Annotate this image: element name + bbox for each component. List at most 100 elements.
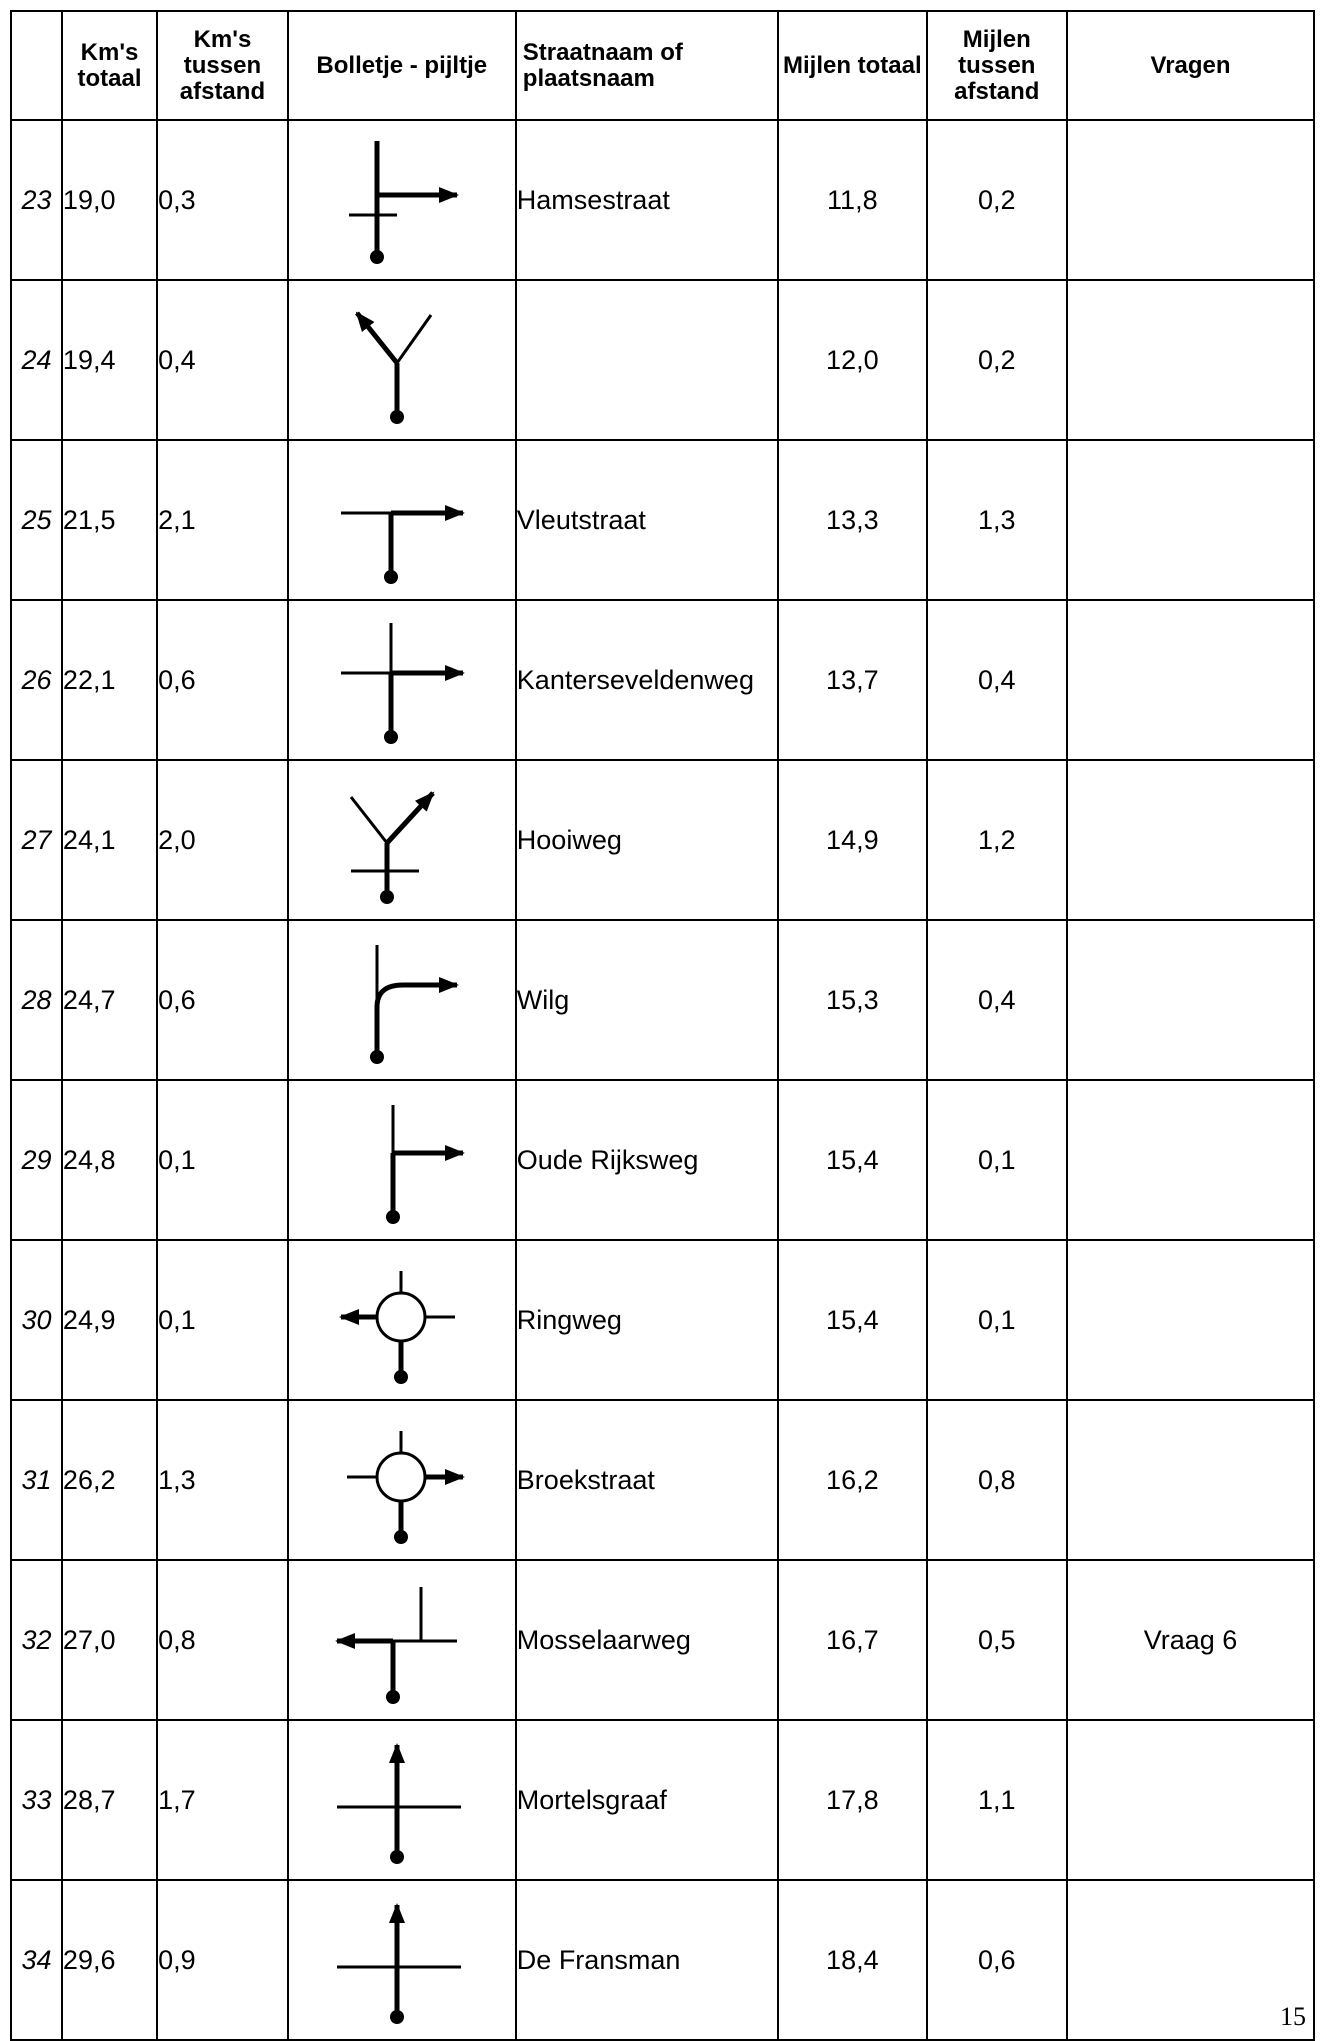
table-row: 33 28,7 1,7 Mortelsgraaf 17,8 1,1 — [10, 1719, 1315, 1881]
symbol-cell — [286, 1879, 517, 2041]
question-cell — [1066, 599, 1315, 761]
question-cell — [1066, 119, 1315, 281]
symbol-cell — [286, 119, 517, 281]
street-name-cell: Oude Rijksweg — [514, 1079, 780, 1241]
street-name-cell: De Fransman — [514, 1879, 780, 2041]
question-cell — [1066, 1399, 1315, 1561]
mi-between-cell: 1,1 — [925, 1719, 1069, 1881]
roundabout-right-icon — [346, 1431, 465, 1544]
symbol-cell — [286, 1719, 517, 1881]
km-between-cell: 0,8 — [156, 1559, 289, 1721]
question-cell — [1066, 1719, 1315, 1881]
header-row: Km's totaal Km's tussen afstand Bolletje… — [10, 10, 1315, 121]
question-cell — [1066, 439, 1315, 601]
mi-between-cell: 0,2 — [925, 119, 1069, 281]
fork-right-crossing-icon — [349, 791, 435, 904]
symbol-cell — [286, 439, 517, 601]
question-cell — [1066, 1879, 1315, 2041]
km-between-cell: 0,1 — [156, 1079, 289, 1241]
km-total-cell: 28,7 — [60, 1719, 159, 1881]
street-name-cell: Broekstraat — [514, 1399, 780, 1561]
km-total-cell: 21,5 — [60, 439, 159, 601]
junction-right-crossing-icon — [348, 141, 459, 264]
staggered-left-icon — [334, 1587, 457, 1704]
symbol-cell — [286, 279, 517, 441]
street-name-cell: Mortelsgraaf — [514, 1719, 780, 1881]
table-row: 28 24,7 0,6 Wilg 15,3 0,4 — [10, 919, 1315, 1081]
row-number-cell: 24 — [10, 279, 63, 441]
km-between-cell: 0,3 — [156, 119, 289, 281]
street-name-cell — [514, 279, 780, 441]
header-questions: Vragen — [1066, 10, 1315, 121]
mi-between-cell: 1,3 — [925, 439, 1069, 601]
mi-total-cell: 17,8 — [777, 1719, 928, 1881]
km-total-cell: 19,0 — [60, 119, 159, 281]
table-row: 31 26,2 1,3 Broekstraat 16,2 0,8 — [10, 1399, 1315, 1561]
km-between-cell: 0,4 — [156, 279, 289, 441]
km-total-cell: 19,4 — [60, 279, 159, 441]
row-number-cell: 32 — [10, 1559, 63, 1721]
fork-left-icon — [354, 311, 432, 424]
header-street: Straatnaam of plaatsnaam — [514, 10, 780, 121]
curve-right-icon — [369, 945, 459, 1064]
row-number-cell: 28 — [10, 919, 63, 1081]
mi-between-cell: 0,1 — [925, 1239, 1069, 1401]
street-name-cell: Vleutstraat — [514, 439, 780, 601]
km-total-cell: 29,6 — [60, 1879, 159, 2041]
mi-between-cell: 0,6 — [925, 1879, 1069, 2041]
straight-crossroads-icon — [336, 1903, 461, 2024]
mi-total-cell: 13,3 — [777, 439, 928, 601]
table-row: 32 27,0 0,8 Mosselaarweg 16,7 0,5 Vraag 6 — [10, 1559, 1315, 1721]
row-number-cell: 25 — [10, 439, 63, 601]
km-between-cell: 1,3 — [156, 1399, 289, 1561]
mi-between-cell: 0,4 — [925, 599, 1069, 761]
header-mi-total: Mijlen totaal — [777, 10, 928, 121]
symbol-cell — [286, 1399, 517, 1561]
mi-total-cell: 16,7 — [777, 1559, 928, 1721]
km-between-cell: 0,6 — [156, 919, 289, 1081]
mi-between-cell: 0,1 — [925, 1079, 1069, 1241]
roundabout-left-icon — [338, 1271, 455, 1384]
mi-between-cell: 0,2 — [925, 279, 1069, 441]
symbol-cell — [286, 599, 517, 761]
mi-total-cell: 13,7 — [777, 599, 928, 761]
mi-total-cell: 12,0 — [777, 279, 928, 441]
question-cell — [1066, 759, 1315, 921]
symbol-cell — [286, 759, 517, 921]
km-total-cell: 24,8 — [60, 1079, 159, 1241]
row-number-cell: 33 — [10, 1719, 63, 1881]
table-row: 27 24,1 2,0 Hooiweg 14,9 1,2 — [10, 759, 1315, 921]
street-name-cell: Hooiweg — [514, 759, 780, 921]
km-total-cell: 24,9 — [60, 1239, 159, 1401]
km-total-cell: 27,0 — [60, 1559, 159, 1721]
km-total-cell: 26,2 — [60, 1399, 159, 1561]
mi-total-cell: 16,2 — [777, 1399, 928, 1561]
table-row: 30 24,9 0,1 Ringweg 15,4 0,1 — [10, 1239, 1315, 1401]
km-between-cell: 2,1 — [156, 439, 289, 601]
mi-total-cell: 15,4 — [777, 1079, 928, 1241]
header-symbol: Bolletje - pijltje — [286, 10, 517, 121]
mi-total-cell: 18,4 — [777, 1879, 928, 2041]
symbol-cell — [286, 1239, 517, 1401]
table-row: 26 22,1 0,6 Kanterseveldenweg 13,7 0,4 — [10, 599, 1315, 761]
symbol-cell — [286, 919, 517, 1081]
table-row: 24 19,4 0,4 12,0 0,2 — [10, 279, 1315, 441]
symbol-cell — [286, 1079, 517, 1241]
question-cell — [1066, 1239, 1315, 1401]
street-name-cell: Ringweg — [514, 1239, 780, 1401]
mi-between-cell: 1,2 — [925, 759, 1069, 921]
table-row: 34 29,6 0,9 De Fransman 18,4 0,6 — [10, 1879, 1315, 2041]
header-km-between: Km's tussen afstand — [156, 10, 289, 121]
question-cell — [1066, 919, 1315, 1081]
km-total-cell: 24,1 — [60, 759, 159, 921]
street-name-cell: Hamsestraat — [514, 119, 780, 281]
street-name-cell: Mosselaarweg — [514, 1559, 780, 1721]
km-between-cell: 0,1 — [156, 1239, 289, 1401]
turn-right-icon — [385, 1105, 465, 1224]
mi-total-cell: 15,3 — [777, 919, 928, 1081]
t-junction-right-icon — [340, 505, 465, 584]
mi-total-cell: 15,4 — [777, 1239, 928, 1401]
mi-total-cell: 11,8 — [777, 119, 928, 281]
question-cell — [1066, 1079, 1315, 1241]
mi-total-cell: 14,9 — [777, 759, 928, 921]
